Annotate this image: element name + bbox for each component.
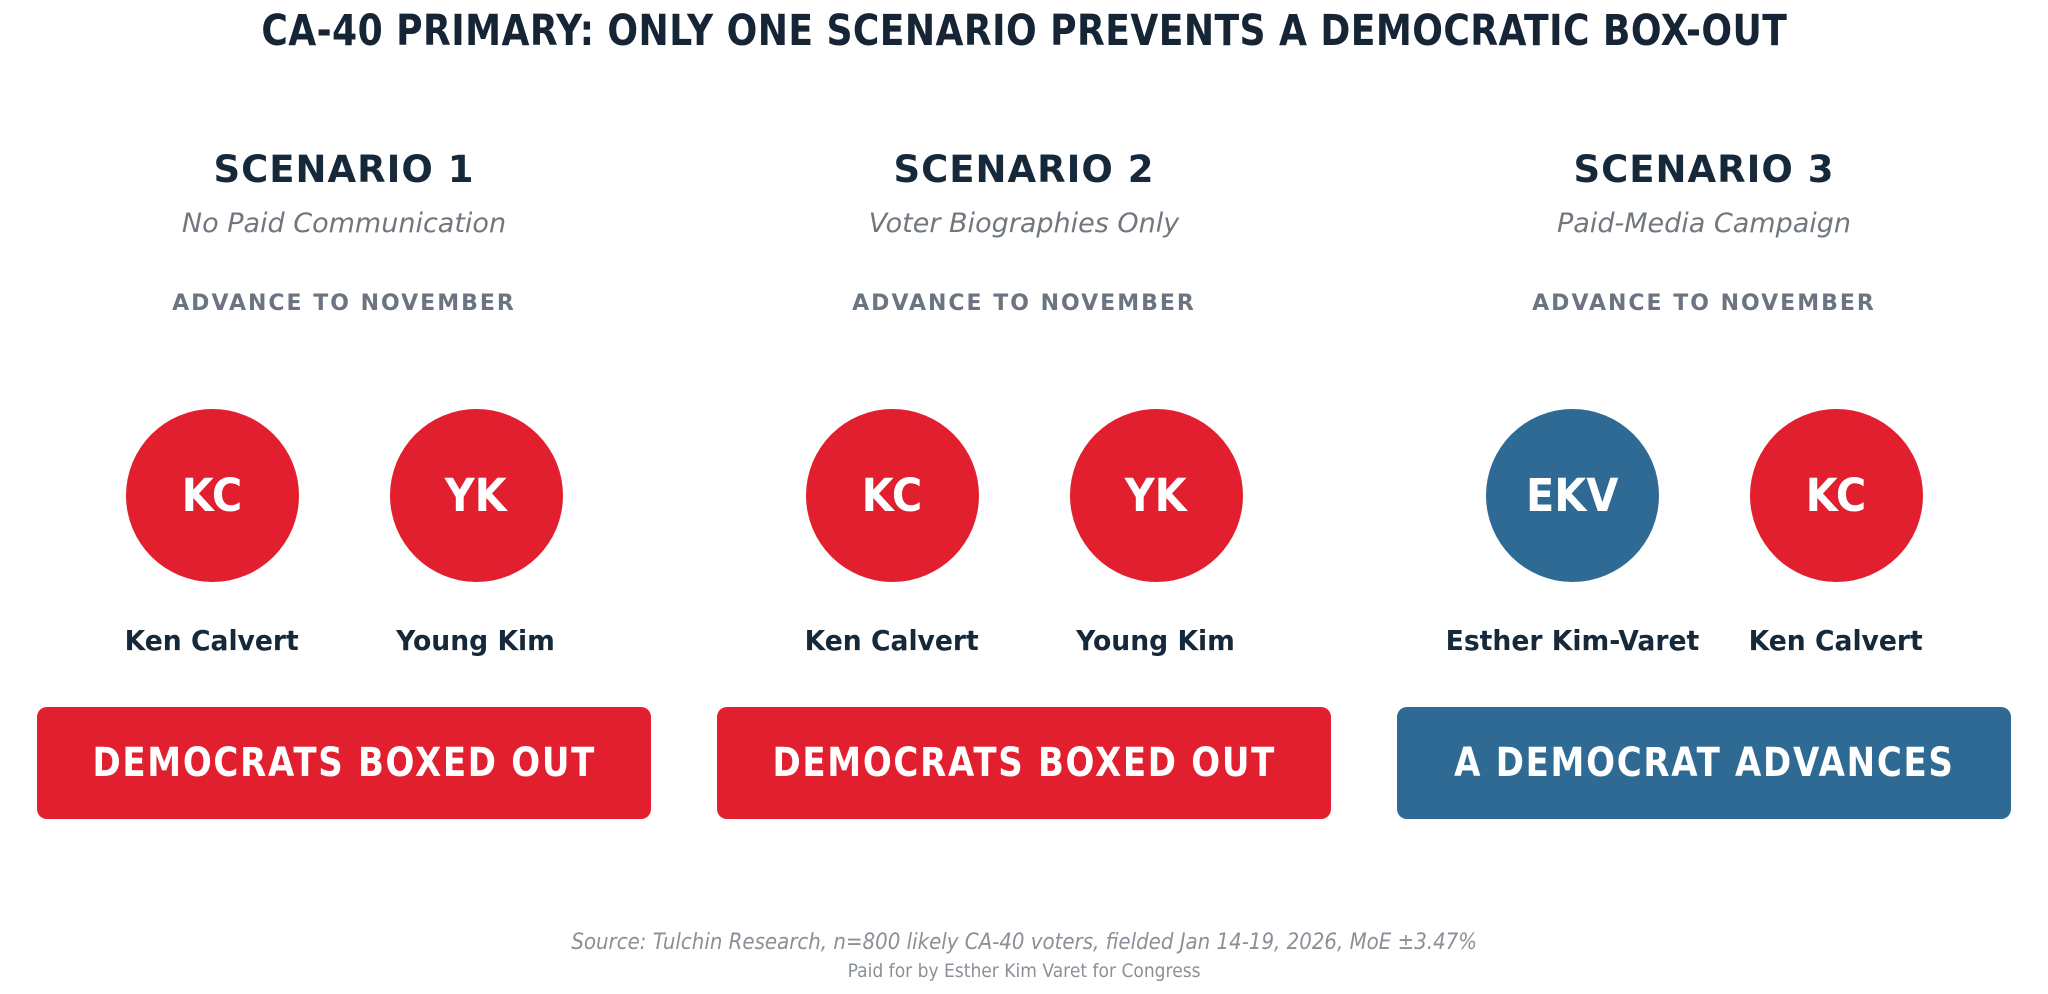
candidate-row: EKV Esther Kim-Varet KC Ken Calvert xyxy=(1440,409,1968,657)
scenario-subtitle: No Paid Communication xyxy=(181,208,507,240)
candidate: EKV Esther Kim-Varet xyxy=(1440,409,1704,657)
scenario-heading: SCENARIO 1 xyxy=(213,148,475,191)
candidate-avatar: YK xyxy=(1069,409,1243,583)
candidate-name: Young Kim xyxy=(396,624,556,658)
candidate-avatar: KC xyxy=(805,409,979,583)
candidate: KC Ken Calvert xyxy=(80,409,344,657)
scenario-column-3: SCENARIO 3 Paid-Media Campaign ADVANCE T… xyxy=(1397,148,2011,820)
scenario-column-2: SCENARIO 2 Voter Biographies Only ADVANC… xyxy=(717,148,1331,820)
scenario-heading: SCENARIO 3 xyxy=(1573,148,1835,191)
outcome-label: A DEMOCRAT ADVANCES xyxy=(1453,740,1955,787)
candidate-initials: YK xyxy=(1124,469,1188,523)
candidate-name: Ken Calvert xyxy=(1748,624,1924,658)
outcome-banner: DEMOCRATS BOXED OUT xyxy=(37,707,651,820)
candidate-initials: YK xyxy=(444,469,508,523)
candidate-initials: KC xyxy=(861,469,923,523)
candidate: KC Ken Calvert xyxy=(1704,409,1968,657)
candidate-initials: EKV xyxy=(1525,469,1619,523)
candidate-avatar: EKV xyxy=(1485,409,1659,583)
candidate-row: KC Ken Calvert YK Young Kim xyxy=(760,409,1288,657)
candidate-name: Esther Kim-Varet xyxy=(1445,624,1699,658)
candidate: YK Young Kim xyxy=(1024,409,1288,657)
candidate-name: Ken Calvert xyxy=(124,624,300,658)
candidate: YK Young Kim xyxy=(344,409,608,657)
candidate-avatar: KC xyxy=(1749,409,1923,583)
scenario-subtitle: Paid-Media Campaign xyxy=(1556,208,1852,240)
candidate-initials: KC xyxy=(181,469,243,523)
candidate-avatar: KC xyxy=(125,409,299,583)
footer: Source: Tulchin Research, n=800 likely C… xyxy=(0,930,2048,982)
candidate-name: Ken Calvert xyxy=(804,624,980,658)
page-title: CA-40 PRIMARY: ONLY ONE SCENARIO PREVENT… xyxy=(0,6,2048,56)
outcome-label: DEMOCRATS BOXED OUT xyxy=(92,740,596,787)
candidate: KC Ken Calvert xyxy=(760,409,1024,657)
outcome-banner: DEMOCRATS BOXED OUT xyxy=(717,707,1331,820)
candidate-avatar: YK xyxy=(389,409,563,583)
advance-label: ADVANCE TO NOVEMBER xyxy=(1532,290,1876,316)
scenario-heading: SCENARIO 2 xyxy=(893,148,1155,191)
outcome-banner: A DEMOCRAT ADVANCES xyxy=(1397,707,2011,820)
candidate-row: KC Ken Calvert YK Young Kim xyxy=(80,409,608,657)
scenario-columns: SCENARIO 1 No Paid Communication ADVANCE… xyxy=(37,148,2011,820)
scenario-subtitle: Voter Biographies Only xyxy=(868,208,1180,240)
source-note: Source: Tulchin Research, n=800 likely C… xyxy=(571,930,1477,955)
outcome-label: DEMOCRATS BOXED OUT xyxy=(772,740,1276,787)
scenario-column-1: SCENARIO 1 No Paid Communication ADVANCE… xyxy=(37,148,651,820)
advance-label: ADVANCE TO NOVEMBER xyxy=(852,290,1196,316)
candidate-name: Young Kim xyxy=(1076,624,1236,658)
candidate-initials: KC xyxy=(1805,469,1867,523)
disclaimer-note: Paid for by Esther Kim Varet for Congres… xyxy=(847,960,1201,982)
page-title-text: CA-40 PRIMARY: ONLY ONE SCENARIO PREVENT… xyxy=(260,6,1788,56)
advance-label: ADVANCE TO NOVEMBER xyxy=(172,290,516,316)
